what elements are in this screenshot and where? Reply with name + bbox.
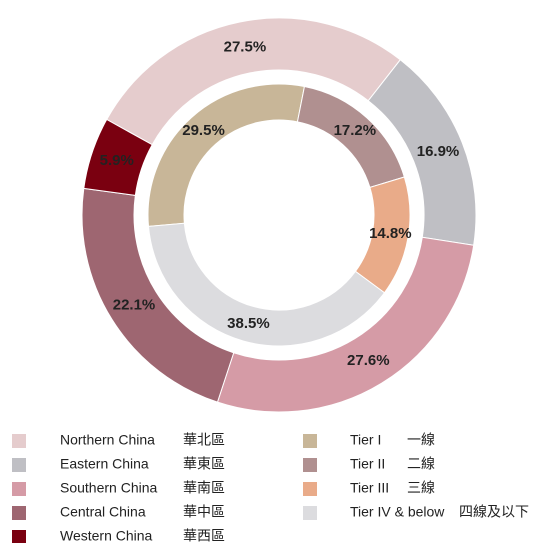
legend-label-zh: 二線 <box>407 456 435 472</box>
legend-label-zh: 華西區 <box>183 528 225 543</box>
legend-label-zh: 華東區 <box>183 456 225 472</box>
legend-label: Southern China <box>60 480 158 496</box>
legend-label: Tier IV & below <box>350 504 445 520</box>
legend-swatch <box>303 506 317 520</box>
legend-swatch <box>303 434 317 448</box>
legend-label: Central China <box>60 504 146 520</box>
legend-label-zh: 華中區 <box>183 504 225 520</box>
legend-label: Northern China <box>60 432 155 448</box>
legend-label: Tier I <box>350 432 381 448</box>
legend-swatch <box>12 458 26 472</box>
legend-label-zh: 四線及以下 <box>459 504 529 520</box>
value-label: 14.8% <box>369 225 412 242</box>
value-label: 29.5% <box>182 122 225 139</box>
legend-swatch <box>12 506 26 520</box>
value-label: 5.9% <box>100 152 134 169</box>
value-label: 16.9% <box>417 143 460 160</box>
value-label: 27.5% <box>224 38 267 55</box>
legend-swatch <box>303 458 317 472</box>
legend-label-zh: 一線 <box>407 432 435 448</box>
legend-swatch <box>303 482 317 496</box>
value-label: 38.5% <box>227 315 270 332</box>
legend-label: Western China <box>60 528 153 543</box>
value-label: 22.1% <box>113 297 156 314</box>
legend-label-zh: 華南區 <box>183 480 225 496</box>
legend-swatch <box>12 482 26 496</box>
donut-slice <box>147 222 386 347</box>
legend-swatch <box>12 530 26 543</box>
legend-label-zh: 三線 <box>407 480 435 496</box>
legend-label: Tier II <box>350 456 385 472</box>
legend-label: Tier III <box>350 480 389 496</box>
value-label: 27.6% <box>347 352 390 369</box>
donut-slice <box>83 118 153 196</box>
legend-label-zh: 華北區 <box>183 432 225 448</box>
value-label: 17.2% <box>334 122 377 139</box>
legend-swatch <box>12 434 26 448</box>
legend-label: Eastern China <box>60 456 149 472</box>
donut-slice <box>106 17 401 146</box>
